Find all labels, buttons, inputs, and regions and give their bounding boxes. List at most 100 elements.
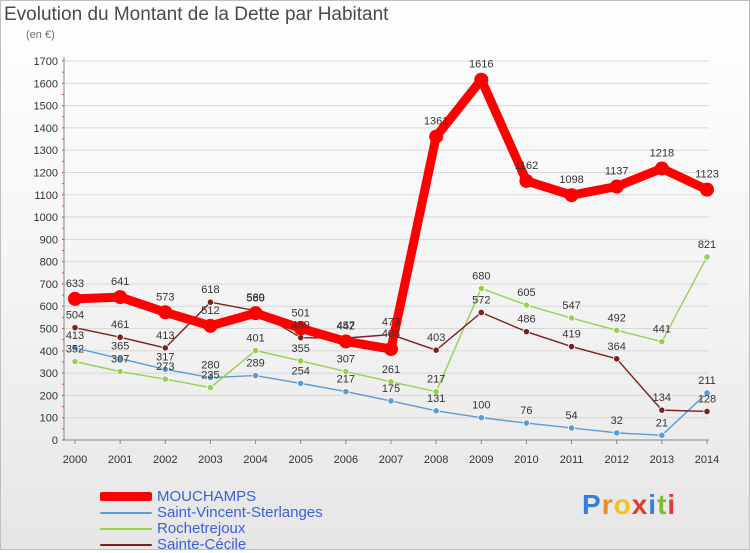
x-tick-label: 2011 (560, 454, 584, 466)
data-point (161, 344, 169, 352)
legend-swatch (100, 543, 152, 546)
data-label: 821 (698, 239, 716, 251)
y-tick-label: 1000 (34, 212, 58, 224)
data-label: 605 (517, 287, 535, 299)
data-label: 307 (111, 354, 129, 366)
x-tick-label: 2014 (695, 454, 719, 466)
data-point (432, 388, 440, 396)
data-label: 680 (472, 270, 490, 282)
data-label: 261 (382, 364, 400, 376)
data-point (297, 379, 305, 387)
data-point (567, 424, 576, 432)
data-point (251, 347, 260, 355)
data-point (703, 407, 711, 416)
data-point (206, 384, 215, 392)
data-point (429, 129, 444, 144)
data-point (116, 333, 124, 341)
data-label: 175 (382, 383, 400, 395)
data-point (613, 429, 621, 437)
data-label: 1123 (695, 169, 719, 181)
x-tick-label: 2005 (288, 454, 312, 466)
y-tick-label: 1700 (34, 56, 58, 68)
data-point (432, 346, 440, 354)
data-label: 21 (656, 417, 668, 429)
data-point (658, 338, 666, 346)
data-label: 235 (201, 370, 219, 382)
legend-item: Sainte-Cécile (100, 536, 246, 553)
data-label: 457 (337, 320, 355, 332)
data-label: 459 (292, 320, 310, 332)
data-label: 573 (156, 291, 174, 303)
data-label: 217 (337, 374, 355, 386)
data-point (658, 431, 666, 439)
data-label: 307 (337, 354, 355, 366)
x-tick-label: 2003 (198, 454, 222, 466)
data-label: 1098 (559, 174, 583, 186)
data-point (68, 291, 82, 306)
data-point (522, 328, 531, 336)
data-point (297, 334, 305, 342)
x-tick-label: 2013 (650, 454, 674, 466)
y-tick-label: 100 (40, 413, 58, 425)
data-label: 492 (608, 312, 626, 324)
data-label: 100 (472, 400, 490, 412)
data-point (567, 314, 576, 322)
proxiti-logo: Proxiti (582, 489, 676, 521)
data-label: 54 (565, 410, 577, 422)
data-label: 1218 (650, 147, 674, 159)
data-point (338, 334, 353, 349)
y-tick-label: 500 (40, 324, 58, 336)
data-point (113, 290, 128, 305)
x-tick-label: 2009 (469, 454, 493, 466)
data-label: 413 (156, 330, 174, 342)
data-label: 442 (337, 320, 355, 332)
legend-swatch (100, 527, 152, 530)
data-label: 413 (66, 330, 84, 342)
data-point (474, 72, 489, 87)
data-point (251, 371, 260, 380)
data-point (206, 298, 215, 306)
data-label: 618 (201, 284, 219, 296)
y-tick-label: 900 (40, 234, 58, 246)
data-point (116, 367, 124, 376)
data-label: 408 (382, 328, 400, 340)
data-point (654, 161, 669, 176)
data-point (161, 365, 169, 373)
legend-item: MOUCHAMPS (100, 488, 257, 505)
legend-label: Rochetrejoux (157, 520, 246, 537)
data-point (703, 253, 711, 261)
x-tick-label: 2004 (243, 454, 267, 466)
data-label: 280 (201, 360, 219, 372)
data-point (203, 318, 218, 333)
x-tick-label: 2002 (153, 454, 177, 466)
data-point (477, 308, 485, 317)
y-tick-label: 200 (40, 390, 58, 402)
y-tick-label: 1100 (34, 190, 58, 202)
y-tick-label: 1500 (34, 101, 58, 113)
data-point (519, 173, 534, 188)
data-label: 32 (611, 415, 623, 427)
data-point (116, 355, 124, 363)
data-label: 1137 (605, 166, 629, 178)
x-tick-label: 2008 (424, 454, 448, 466)
data-label: 211 (698, 375, 716, 387)
data-point (703, 389, 711, 397)
data-point (613, 355, 621, 363)
chart-title: Evolution du Montant de la Dette par Hab… (4, 4, 389, 25)
data-label: 641 (111, 276, 129, 288)
data-point (477, 414, 485, 422)
data-label: 128 (698, 393, 716, 405)
data-point (613, 326, 621, 334)
data-point (387, 378, 395, 386)
data-label: 569 (246, 292, 264, 304)
data-label: 254 (292, 365, 310, 377)
data-label: 512 (201, 305, 219, 317)
legend-item: Rochetrejoux (100, 520, 246, 537)
data-point (158, 305, 173, 320)
data-point (477, 284, 485, 292)
legend-label: MOUCHAMPS (157, 488, 257, 505)
data-label: 501 (292, 307, 310, 319)
data-point (384, 342, 398, 357)
legend-item: Saint-Vincent-Sterlanges (100, 504, 323, 521)
